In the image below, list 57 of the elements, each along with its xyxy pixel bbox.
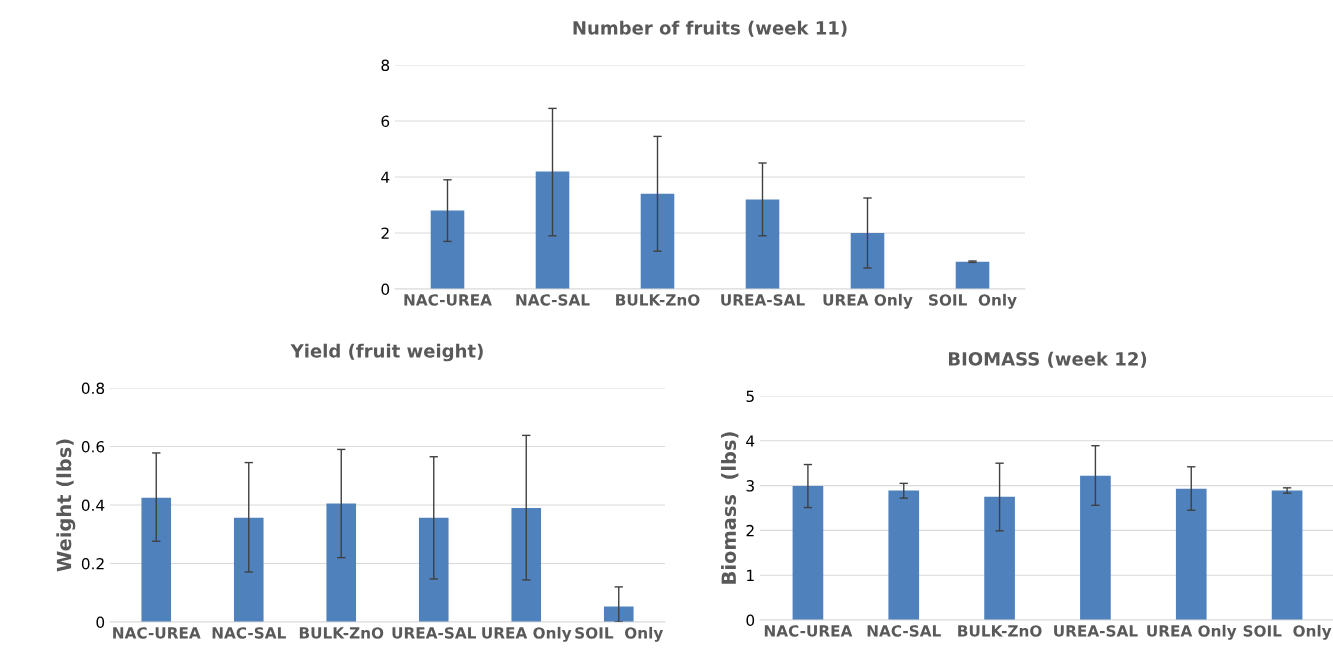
y-tick-label: 0 <box>381 283 390 296</box>
y-tick-label: 0.8 <box>81 382 105 395</box>
x-tick-label: NAC-UREA <box>764 625 853 637</box>
y-tick-label: 1 <box>747 569 754 581</box>
y-axis-title: Weight (lbs) <box>56 439 76 572</box>
y-tick-label: 4 <box>381 171 390 183</box>
y-tick-label: 0 <box>746 614 755 627</box>
y-tick-label: 0.2 <box>81 557 104 570</box>
y-axis-title: Biomass (lbs) <box>721 432 739 584</box>
x-tick-label: SOIL Only <box>575 626 664 642</box>
x-tick-label: UREA-SAL <box>392 627 476 639</box>
x-tick-label: NAC-SAL <box>867 625 941 637</box>
bar <box>1271 490 1303 620</box>
bar <box>535 171 570 289</box>
bar <box>511 507 542 622</box>
y-tick-label: 0.4 <box>81 499 105 512</box>
bar <box>326 503 357 622</box>
bar <box>745 199 780 289</box>
y-tick-label: 8 <box>381 59 390 72</box>
bar <box>792 486 824 620</box>
bar <box>141 497 172 622</box>
x-tick-label: NAC-SAL <box>212 627 286 639</box>
chart-title: BIOMASS (week 12) <box>948 351 1147 368</box>
y-tick-label: 0 <box>96 616 105 629</box>
y-tick-label: 2 <box>746 524 754 537</box>
y-tick-label: 3 <box>746 480 754 492</box>
bar <box>430 210 465 289</box>
bar <box>1080 475 1111 620</box>
x-tick-label: BULK-ZnO <box>299 627 384 639</box>
y-tick-label: 6 <box>381 115 390 128</box>
x-tick-label: UREA Only <box>482 626 572 642</box>
chart-title: Yield (fruit weight) <box>290 343 483 362</box>
y-tick-label: 0.6 <box>81 440 105 453</box>
x-tick-label: UREA-SAL <box>1054 625 1138 637</box>
y-tick-label: 4 <box>746 435 755 447</box>
bar <box>640 193 675 289</box>
x-tick-label: UREA Only <box>1147 624 1237 640</box>
x-tick-label: SOIL Only <box>929 293 1017 309</box>
bar <box>1175 488 1207 620</box>
x-tick-label: UREA Only <box>823 293 913 309</box>
x-tick-label: NAC-UREA <box>113 627 201 639</box>
x-tick-label: SOIL Only <box>1243 624 1332 640</box>
bar <box>955 261 990 289</box>
bar <box>233 517 264 622</box>
bar <box>603 606 634 622</box>
y-tick-label: 5 <box>746 390 754 403</box>
bar <box>850 233 885 289</box>
x-tick-label: BULK-ZnO <box>958 625 1042 637</box>
y-tick-label: 2 <box>381 227 389 239</box>
bar <box>418 517 449 622</box>
bar <box>984 496 1015 620</box>
x-tick-label: UREA-SAL <box>721 294 805 306</box>
x-tick-label: NAC-SAL <box>516 294 590 306</box>
x-tick-label: BULK-ZnO <box>616 294 700 306</box>
chart-title: Number of fruits (week 11) <box>573 20 847 37</box>
x-tick-label: NAC-UREA <box>404 294 492 306</box>
bar <box>888 490 920 620</box>
